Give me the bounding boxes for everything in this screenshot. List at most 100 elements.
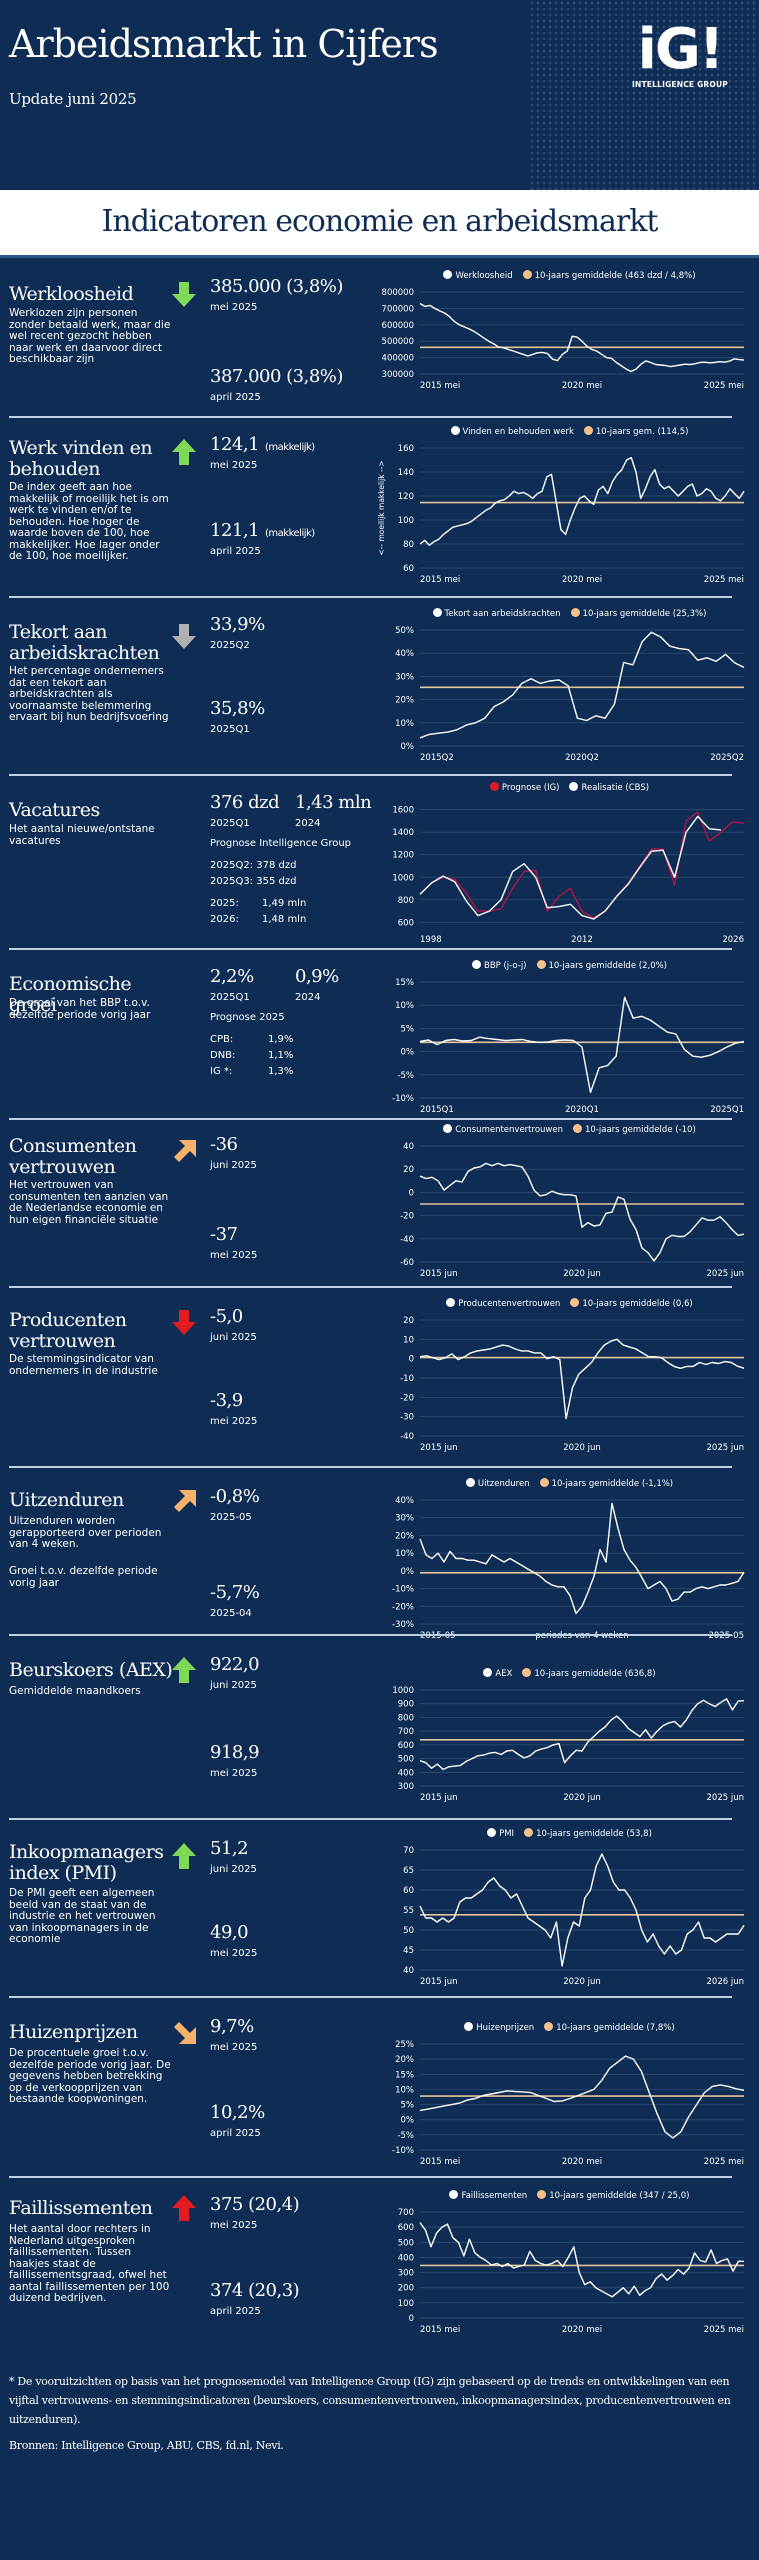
chart-groei: BBP (j-o-j) 10-jaars gemiddelde (2,0%) 15%… [370, 958, 759, 1118]
legend-marker [539, 1478, 549, 1487]
chart-legend: Uitzenduren 10-jaars gemiddelde (-1,1%) [370, 1478, 759, 1489]
series-line-realisatie-cbs- [419, 815, 721, 920]
x-tick-label: 2020 jun [563, 1443, 600, 1453]
arrow-shape [172, 624, 196, 649]
section-divider [9, 1634, 365, 1636]
series-line-faillissementen [419, 2222, 745, 2298]
y-tick-label: -20 [400, 1393, 414, 1403]
x-tick-label: 2020 mei [562, 2157, 602, 2167]
y-tick-label: 70 [403, 1846, 414, 1856]
section-divider [9, 416, 365, 418]
x-tick-label: 2015 jun [420, 1977, 457, 1987]
y-tick-label: 20% [395, 696, 414, 706]
arrow-shape [172, 439, 196, 465]
previous-value: 0,9% [295, 966, 339, 987]
section-description: Het aantal nieuwe/ontstane vacatures [9, 823, 155, 847]
y-tick-label: 20% [395, 2055, 414, 2065]
section-description: Werklozen zijn personen zonder betaald w… [9, 307, 171, 365]
current-value: 33,9% [210, 614, 265, 635]
arrow-down-right-icon [170, 2018, 198, 2046]
arrow-shape [174, 1490, 196, 1512]
series-line-consumentenvertrouwen [419, 1162, 745, 1262]
sources: Bronnen: Intelligence Group, ABU, CBS, f… [9, 2439, 284, 2452]
current-value: 9,7% [210, 2016, 254, 2037]
legend-marker [522, 270, 532, 279]
series-line-vinden-en-behouden-werk [419, 456, 745, 546]
arrow-shape [172, 282, 196, 307]
y-tick-label: 300 [398, 2269, 414, 2279]
chart-legend: Tekort aan arbeidskrachten 10-jaars gemid… [370, 608, 759, 619]
prognose-year-value: 1,48 mln [262, 914, 307, 925]
x-tick-label: 2015 mei [420, 381, 460, 391]
y-tick-label: 40% [395, 649, 414, 659]
legend-label: 10-jaars gemiddelde (-10) [584, 1125, 696, 1135]
legend-label: 10-jaars gemiddelde (-1,1%) [551, 1479, 674, 1489]
current-value-note: (makkelijk) [265, 442, 315, 453]
page-title: Arbeidsmarkt in Cijfers [9, 22, 439, 66]
legend-marker [489, 782, 499, 791]
chart-plot: 160 140 120 100 80 60 2015 mei 2020 mei 2025 mei… [377, 444, 745, 585]
y-tick-label: -30% [392, 1620, 414, 1630]
previous-value-text: -3,9 [210, 1390, 243, 1411]
chart-legend: Huizenprijzen 10-jaars gemiddelde (7,8%) [370, 2022, 759, 2033]
legend-marker [570, 1298, 580, 1307]
previous-value-text: 35,8% [210, 698, 265, 719]
y-tick-label: 40% [395, 1496, 414, 1506]
section-divider-right [365, 1634, 732, 1636]
y-tick-label: -40 [400, 1235, 414, 1245]
y-tick-label: 600000 [382, 321, 414, 331]
x-tick-label: 2025 mei [704, 2325, 744, 2335]
section-title: Uitzenduren [9, 1489, 124, 1511]
section-title: Beurskoers (AEX) [9, 1659, 173, 1681]
chart-aex: AEX 10-jaars gemiddelde (636,8) 1000 900 800… [370, 1666, 759, 1806]
y-tick-label: 20% [395, 1531, 414, 1541]
legend-marker [524, 1828, 534, 1837]
legend-label: AEX [495, 1669, 513, 1679]
section-divider [9, 1818, 365, 1820]
y-tick-label: 60 [403, 1886, 414, 1896]
x-tick-label: 2020 mei [562, 575, 602, 585]
legend-label: 10-jaars gemiddelde (347 / 25,0) [549, 2191, 690, 2201]
y-tick-label: 20 [403, 1316, 414, 1326]
section-pmi: Inkoopmanagers index (PMI) De PMI geeft e… [0, 1818, 759, 2002]
legend-label: Faillissementen [461, 2191, 528, 2201]
y-tick-label: 600 [398, 918, 414, 928]
section-description: Uitzenduren worden gerapporteerd over pe… [9, 1515, 162, 1550]
previous-value-text: 10,2% [210, 2102, 265, 2123]
y-tick-label: -30 [400, 1413, 414, 1423]
chart-plot: 800000 700000 600000 500000 400000 300000 2015… [382, 288, 745, 391]
prognose-row-value: 1,9% [268, 1034, 294, 1045]
legend-label: 10-jaars gem. (114,5) [595, 427, 689, 437]
legend-label: Vinden en behouden werk [462, 427, 574, 437]
legend-marker [537, 2190, 547, 2199]
y-tick-label: 50 [403, 1926, 414, 1936]
chart-werkloosheid: Werkloosheid 10-jaars gemiddelde (463 dzd… [370, 268, 759, 394]
chart-legend: PMI 10-jaars gemiddelde (53,8) [370, 1828, 759, 1839]
current-period: juni 2025 [210, 1864, 257, 1875]
y-tick-label: 0 [409, 1355, 414, 1365]
chart-legend: Werkloosheid 10-jaars gemiddelde (463 dzd… [370, 270, 759, 281]
chart-huizen: Huizenprijzen 10-jaars gemiddelde (7,8%) 2… [370, 2020, 759, 2170]
legend-label: Werkloosheid [455, 271, 513, 281]
previous-value-text: 49,0 [210, 1922, 249, 1943]
y-tick-label: 5% [401, 1024, 415, 1034]
y-tick-label: -20% [392, 1602, 414, 1612]
section-divider [9, 774, 365, 776]
chart-producenten: Producentenvertrouwen 10-jaars gemiddelde… [370, 1296, 759, 1456]
chart-plot: 40 20 0 -20 -40 -60 2015 jun 2020 jun 2025 jun [400, 1142, 745, 1279]
y-tick-label: 10 [403, 1335, 414, 1345]
section-divider [9, 1996, 365, 1998]
y-tick-label: 160 [398, 444, 414, 454]
y-tick-label: 0% [401, 742, 415, 752]
legend-label: 10-jaars gemiddelde (0,6) [582, 1299, 693, 1309]
section-groei: Economische groei De groei van het BBP t.… [0, 948, 759, 1122]
x-tick-label: 2015 jun [420, 1269, 457, 1279]
y-tick-label: 600 [398, 1741, 414, 1751]
legend-marker [569, 782, 579, 791]
y-tick-label: 15% [395, 2070, 414, 2080]
arrow-up-icon [170, 438, 198, 466]
section-description: Het aantal door rechters in Nederland ui… [9, 2223, 170, 2304]
previous-value: 35,8% [210, 698, 265, 719]
series-line-huizenprijzen [419, 2055, 745, 2139]
y-tick-label: 700 [398, 1727, 414, 1737]
